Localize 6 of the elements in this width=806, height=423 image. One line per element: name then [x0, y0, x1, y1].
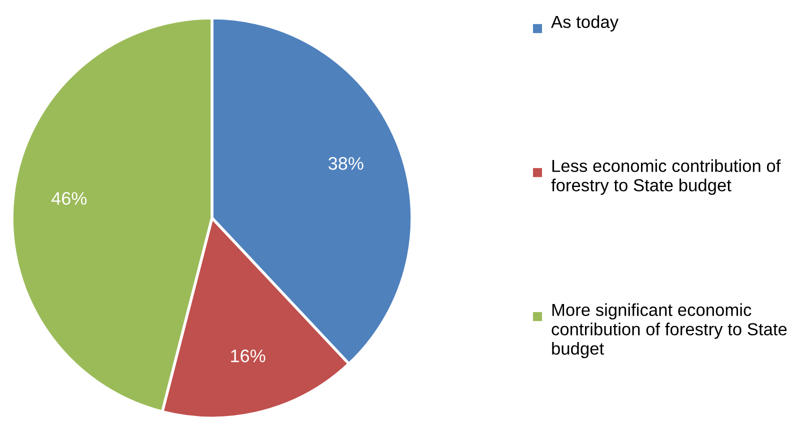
- data-label: 16%: [231, 350, 266, 362]
- data-label: 38%: [328, 157, 364, 170]
- data-label: 46%: [51, 192, 87, 205]
- legend-label: Less economic contribution of forestry to State budget: [551, 159, 781, 195]
- legend-label: More significant economic contribution of forestry to State budget: [552, 303, 787, 358]
- legend-label: As today: [551, 15, 619, 32]
